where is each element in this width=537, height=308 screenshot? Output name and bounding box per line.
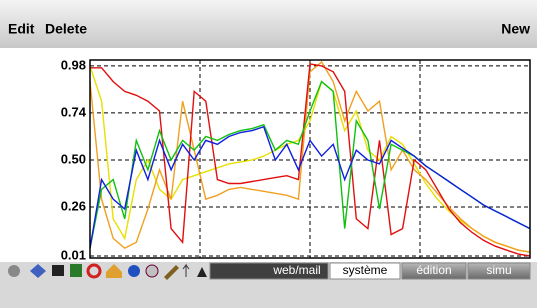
y-tick-label: 0.01 (61, 247, 86, 262)
tab-label[interactable]: système (343, 263, 388, 277)
screen: Edit Delete New 0.010.260.500.740.980.00… (0, 0, 537, 308)
icon[interactable] (128, 265, 140, 277)
new-button[interactable]: New (501, 21, 530, 37)
delete-button[interactable]: Delete (45, 21, 87, 37)
y-tick-label: 0.74 (61, 104, 87, 119)
tab-label[interactable]: édition (416, 263, 451, 277)
tab-label[interactable]: simu (486, 263, 511, 277)
icon[interactable] (8, 265, 20, 277)
y-tick-label: 0.26 (61, 198, 86, 213)
icon[interactable] (70, 264, 82, 277)
edit-button[interactable]: Edit (8, 21, 35, 37)
y-tick-label: 0.98 (61, 57, 86, 72)
tabs: web/mail système édition simu (210, 263, 530, 279)
icon[interactable] (146, 265, 158, 277)
y-tick-label: 0.50 (61, 151, 86, 166)
tab-label[interactable]: web/mail (272, 263, 320, 277)
icon[interactable] (52, 265, 64, 276)
